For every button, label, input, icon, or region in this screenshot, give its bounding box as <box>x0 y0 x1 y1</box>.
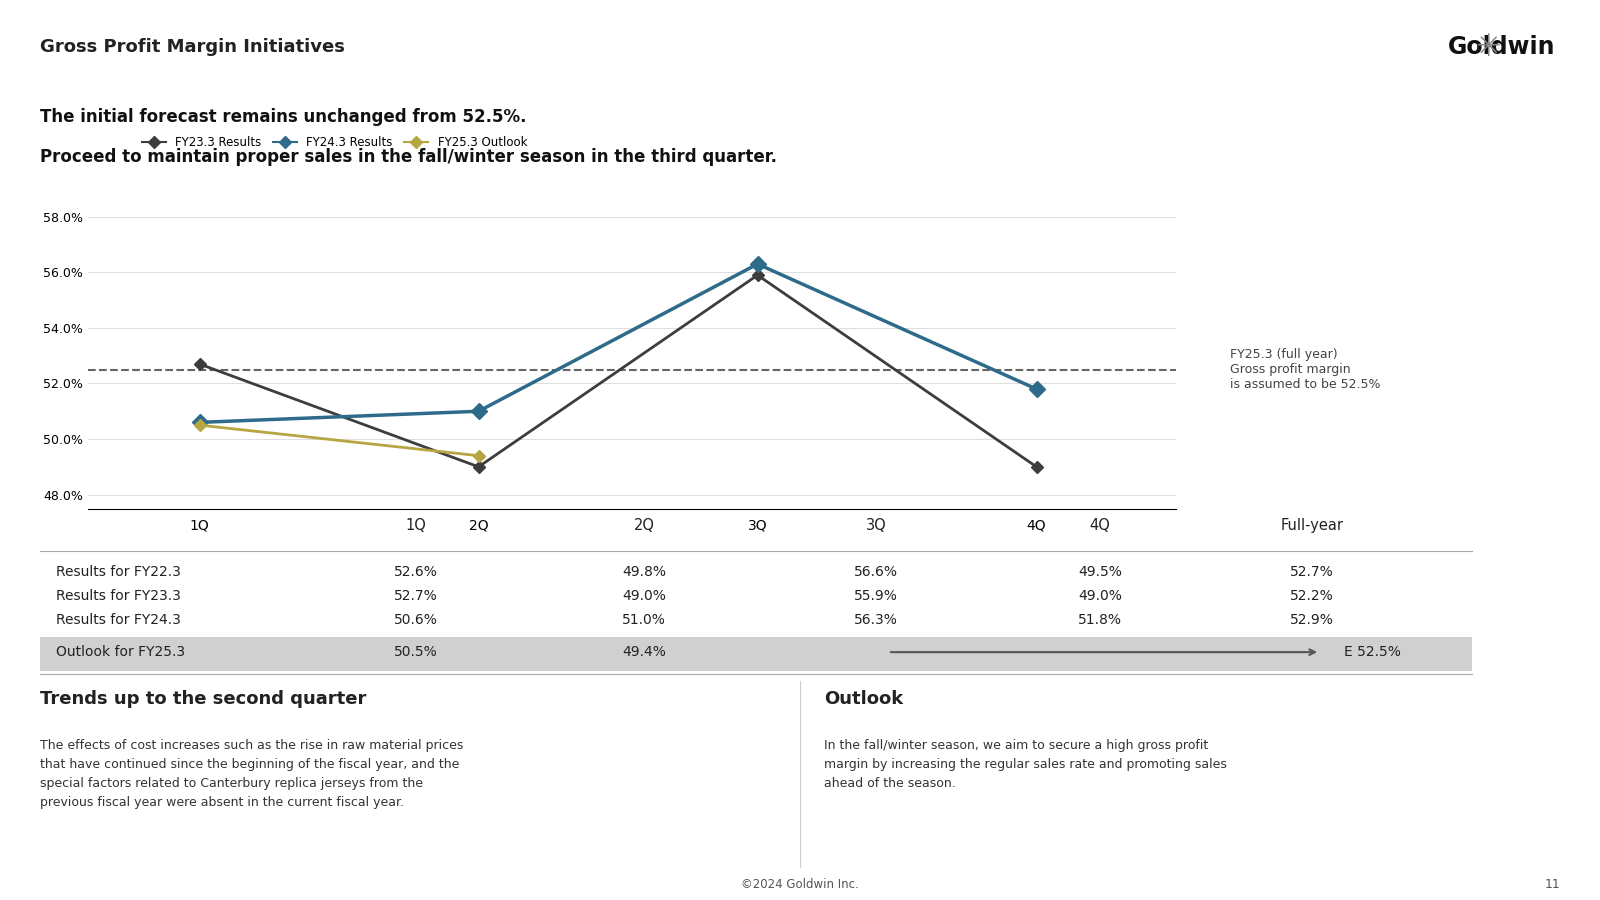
Text: 52.7%: 52.7% <box>394 589 438 603</box>
Text: 56.3%: 56.3% <box>854 613 898 626</box>
Text: 52.7%: 52.7% <box>1290 565 1334 579</box>
Text: 51.8%: 51.8% <box>1078 613 1122 626</box>
Text: Outlook for FY25.3: Outlook for FY25.3 <box>56 645 186 659</box>
Bar <box>40 637 1472 671</box>
Text: 49.8%: 49.8% <box>622 565 666 579</box>
Text: 11: 11 <box>1544 878 1560 891</box>
Text: 55.9%: 55.9% <box>854 589 898 603</box>
Text: Proceed to maintain proper sales in the fall/winter season in the third quarter.: Proceed to maintain proper sales in the … <box>40 148 778 166</box>
Text: 50.5%: 50.5% <box>394 645 438 659</box>
Text: 49.0%: 49.0% <box>1078 589 1122 603</box>
Text: 49.0%: 49.0% <box>622 589 666 603</box>
Text: Goldwin: Goldwin <box>1448 35 1555 59</box>
Text: ©2024 Goldwin Inc.: ©2024 Goldwin Inc. <box>741 878 859 891</box>
Text: 52.6%: 52.6% <box>394 565 438 579</box>
Text: 50.6%: 50.6% <box>394 613 438 626</box>
Text: Trends up to the second quarter: Trends up to the second quarter <box>40 690 366 708</box>
Text: 56.6%: 56.6% <box>854 565 898 579</box>
Text: Gross Profit Margin Initiatives: Gross Profit Margin Initiatives <box>40 38 346 56</box>
Text: ✳: ✳ <box>1475 32 1501 61</box>
Text: 52.9%: 52.9% <box>1290 613 1334 626</box>
Text: Full-year: Full-year <box>1280 518 1344 533</box>
Text: 1Q: 1Q <box>405 518 427 533</box>
Text: 49.4%: 49.4% <box>622 645 666 659</box>
Text: Outlook: Outlook <box>824 690 904 708</box>
Text: 51.0%: 51.0% <box>622 613 666 626</box>
Text: Results for FY23.3: Results for FY23.3 <box>56 589 181 603</box>
Text: The initial forecast remains unchanged from 52.5%.: The initial forecast remains unchanged f… <box>40 108 526 126</box>
Text: The effects of cost increases such as the rise in raw material prices
that have : The effects of cost increases such as th… <box>40 739 464 809</box>
Text: 4Q: 4Q <box>1090 518 1110 533</box>
Legend: FY23.3 Results, FY24.3 Results, FY25.3 Outlook: FY23.3 Results, FY24.3 Results, FY25.3 O… <box>138 131 531 153</box>
Text: FY25.3 (full year)
Gross profit margin
is assumed to be 52.5%: FY25.3 (full year) Gross profit margin i… <box>1230 348 1381 392</box>
Text: Results for FY24.3: Results for FY24.3 <box>56 613 181 626</box>
Text: 52.2%: 52.2% <box>1290 589 1334 603</box>
Text: 2Q: 2Q <box>634 518 654 533</box>
Text: In the fall/winter season, we aim to secure a high gross profit
margin by increa: In the fall/winter season, we aim to sec… <box>824 739 1227 790</box>
Text: E 52.5%: E 52.5% <box>1344 645 1402 659</box>
Text: 49.5%: 49.5% <box>1078 565 1122 579</box>
Text: 3Q: 3Q <box>866 518 886 533</box>
Text: Results for FY22.3: Results for FY22.3 <box>56 565 181 579</box>
